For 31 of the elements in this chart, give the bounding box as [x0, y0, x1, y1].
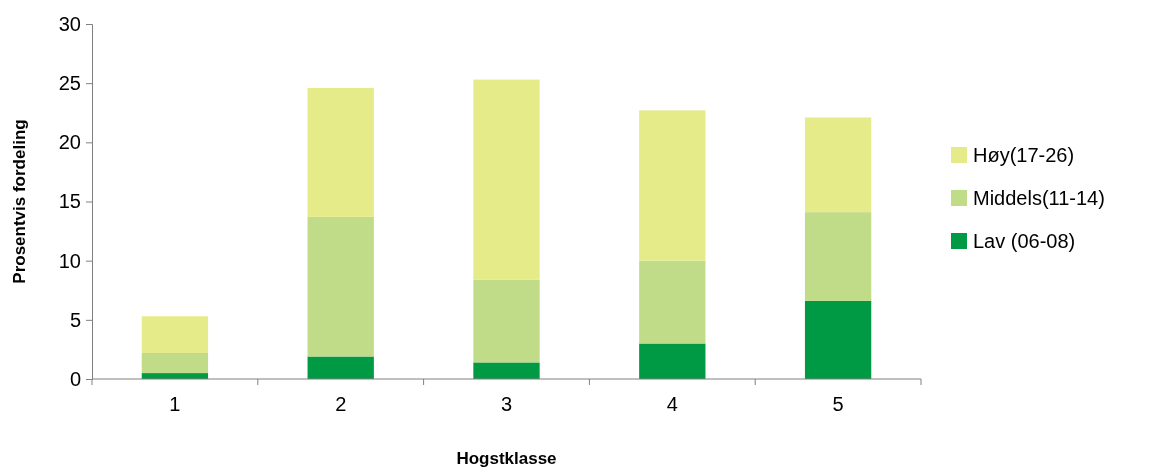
bar [639, 110, 706, 261]
bar [639, 343, 706, 379]
x-tick-label: 1 [169, 393, 181, 415]
y-tick-label: 15 [58, 190, 81, 213]
bar [804, 117, 872, 213]
y-axis-title: Prosentvis fordeling [10, 119, 29, 284]
bar [473, 362, 540, 379]
x-tick-label: 5 [832, 393, 844, 415]
y-tick-label: 20 [58, 131, 81, 154]
bar [307, 216, 374, 357]
bar [473, 279, 540, 363]
x-axis-title: Hogstklasse [456, 449, 557, 468]
legend-label: Lav (06-08) [973, 230, 1076, 252]
bar [141, 352, 209, 374]
bar [141, 316, 209, 353]
x-tick-label: 3 [500, 393, 513, 415]
y-tick-label: 0 [69, 367, 81, 390]
x-tick-label: 4 [666, 393, 678, 415]
y-tick-label: 10 [58, 249, 81, 272]
y-tick-label: 30 [58, 12, 81, 35]
bar [639, 260, 706, 344]
legend-label: Høy(17-26) [973, 144, 1075, 166]
y-tick-label: 5 [69, 308, 81, 331]
y-tick-label: 25 [58, 72, 81, 95]
bar [804, 212, 872, 301]
legend-label: Middels(11-14) [973, 187, 1105, 209]
bar [307, 356, 374, 379]
x-tick-label: 2 [335, 393, 347, 415]
bar [473, 79, 540, 280]
bar [307, 87, 374, 217]
bar [804, 300, 872, 379]
